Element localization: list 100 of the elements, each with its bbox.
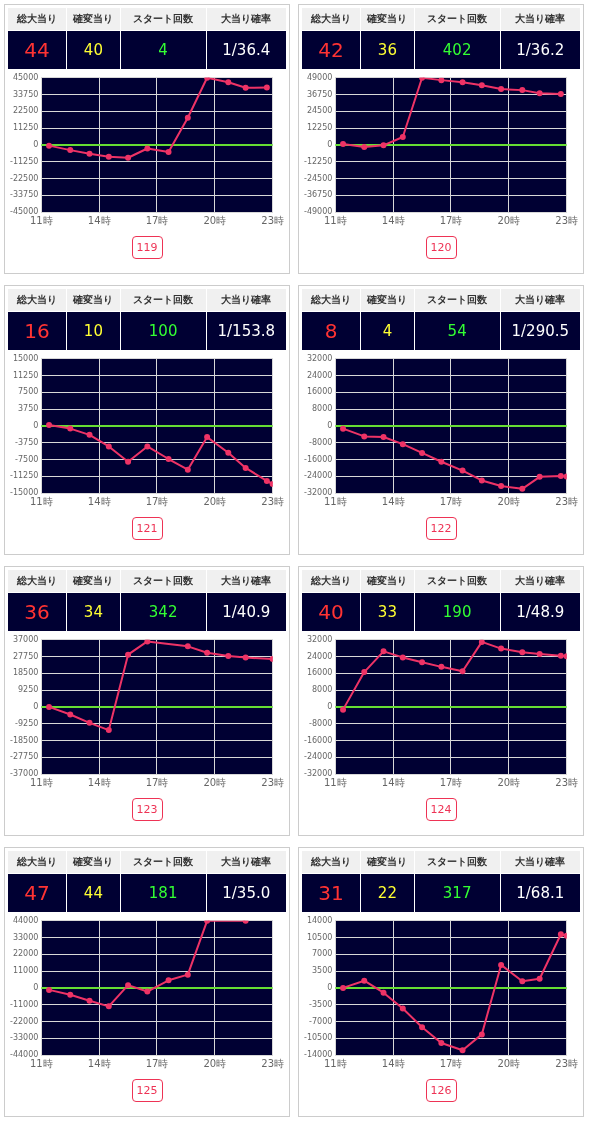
x-tick-label: 20時: [497, 495, 521, 507]
text: 総大当り: [302, 570, 361, 592]
y-tick-label: 0: [327, 139, 333, 149]
text: 181: [120, 874, 206, 912]
text: 8: [302, 312, 361, 350]
text: 確変当り: [67, 8, 120, 30]
x-tick-label: 20時: [203, 495, 227, 507]
text: 10: [67, 312, 120, 350]
y-tick-label: -10500: [303, 1033, 333, 1043]
y-tick-label: -32000: [303, 488, 333, 498]
x-tick-label: 23時: [261, 776, 284, 788]
y-tick-label: -16000: [303, 735, 333, 745]
x-tick-label: 14時: [87, 214, 111, 226]
x-tick-label: 14時: [87, 776, 111, 788]
y-tick-label: 15000: [12, 353, 39, 363]
y-tick-label: -45000: [9, 207, 39, 217]
y-tick-label: 16000: [306, 668, 333, 678]
x-tick-label: 11時: [29, 1057, 53, 1069]
text: 1/68.1: [500, 874, 580, 912]
x-tick-label: 23時: [555, 776, 578, 788]
text: 190: [414, 593, 500, 631]
y-tick-label: -11000: [9, 999, 39, 1009]
y-tick-label: -3500: [309, 999, 333, 1009]
text: 16: [8, 312, 67, 350]
y-tick-label: 49000: [306, 72, 333, 82]
y-tick-label: -37000: [9, 769, 39, 779]
y-tick-label: -3750: [15, 437, 39, 447]
y-tick-label: 22000: [12, 949, 39, 959]
y-tick-label: 11000: [12, 966, 39, 976]
text: 119: [131, 236, 163, 259]
x-tick-label: 11時: [323, 1057, 347, 1069]
text: スタート回数: [120, 851, 206, 873]
x-tick-label: 23時: [555, 1057, 578, 1069]
y-tick-label: 36750: [306, 89, 333, 99]
text: 大当り確率: [500, 851, 580, 873]
text: 122: [425, 517, 457, 540]
text: 44: [67, 874, 120, 912]
x-tick-label: 20時: [497, 214, 521, 226]
text: 33: [361, 593, 414, 631]
x-tick-label: 11時: [323, 776, 347, 788]
x-tick-label: 20時: [203, 776, 227, 788]
text: 大当り確率: [500, 289, 580, 311]
y-tick-label: -11250: [9, 156, 39, 166]
y-tick-label: -7000: [309, 1016, 333, 1026]
y-tick-label: 14000: [306, 915, 333, 925]
text: 22: [361, 874, 414, 912]
text: 確変当り: [361, 289, 414, 311]
y-tick-label: 3750: [17, 404, 39, 414]
text: スタート回数: [414, 8, 500, 30]
y-tick-label: 0: [327, 982, 333, 992]
text: 1/48.9: [500, 593, 580, 631]
text: 40: [67, 31, 120, 69]
text: 1/35.0: [206, 874, 286, 912]
x-tick-label: 17時: [145, 214, 169, 226]
x-tick-label: 14時: [381, 495, 405, 507]
y-tick-label: 7000: [311, 949, 333, 959]
y-tick-label: -24000: [303, 752, 333, 762]
y-tick-label: -7500: [15, 454, 39, 464]
x-tick-label: 14時: [87, 495, 111, 507]
text: 確変当り: [67, 851, 120, 873]
text: 総大当り: [8, 8, 67, 30]
text: 402: [414, 31, 500, 69]
text: スタート回数: [120, 570, 206, 592]
y-tick-label: 7500: [17, 387, 39, 397]
text: 総大当り: [302, 851, 361, 873]
text: 確変当り: [67, 289, 120, 311]
y-tick-label: -49000: [303, 207, 333, 217]
y-tick-label: 24000: [306, 370, 333, 380]
y-tick-label: 37000: [12, 634, 39, 644]
y-tick-label: 12250: [306, 123, 333, 133]
x-tick-label: 11時: [323, 495, 347, 507]
text: 317: [414, 874, 500, 912]
text: 1/36.4: [206, 31, 286, 69]
text: 36: [361, 31, 414, 69]
text: 総大当り: [302, 8, 361, 30]
y-tick-label: 0: [33, 982, 39, 992]
y-tick-label: -15000: [9, 488, 39, 498]
y-tick-label: -11250: [9, 471, 39, 481]
x-tick-label: 17時: [145, 776, 169, 788]
text: 34: [67, 593, 120, 631]
y-tick-label: 10500: [306, 932, 333, 942]
text: 125: [131, 1079, 163, 1102]
text: スタート回数: [414, 570, 500, 592]
y-tick-label: -44000: [9, 1050, 39, 1060]
y-tick-label: -33750: [9, 190, 39, 200]
text: 総大当り: [8, 851, 67, 873]
text: 総大当り: [8, 289, 67, 311]
x-tick-label: 14時: [381, 214, 405, 226]
text: 36: [8, 593, 67, 631]
text: 54: [414, 312, 500, 350]
text: 42: [302, 31, 361, 69]
y-tick-label: -27750: [9, 752, 39, 762]
x-tick-label: 23時: [261, 1057, 284, 1069]
text: 120: [425, 236, 457, 259]
x-tick-label: 14時: [381, 776, 405, 788]
y-tick-label: 44000: [12, 915, 39, 925]
x-tick-label: 14時: [381, 1057, 405, 1069]
y-tick-label: 8000: [311, 404, 333, 414]
y-tick-label: 27750: [12, 651, 39, 661]
y-tick-label: 22500: [12, 106, 39, 116]
